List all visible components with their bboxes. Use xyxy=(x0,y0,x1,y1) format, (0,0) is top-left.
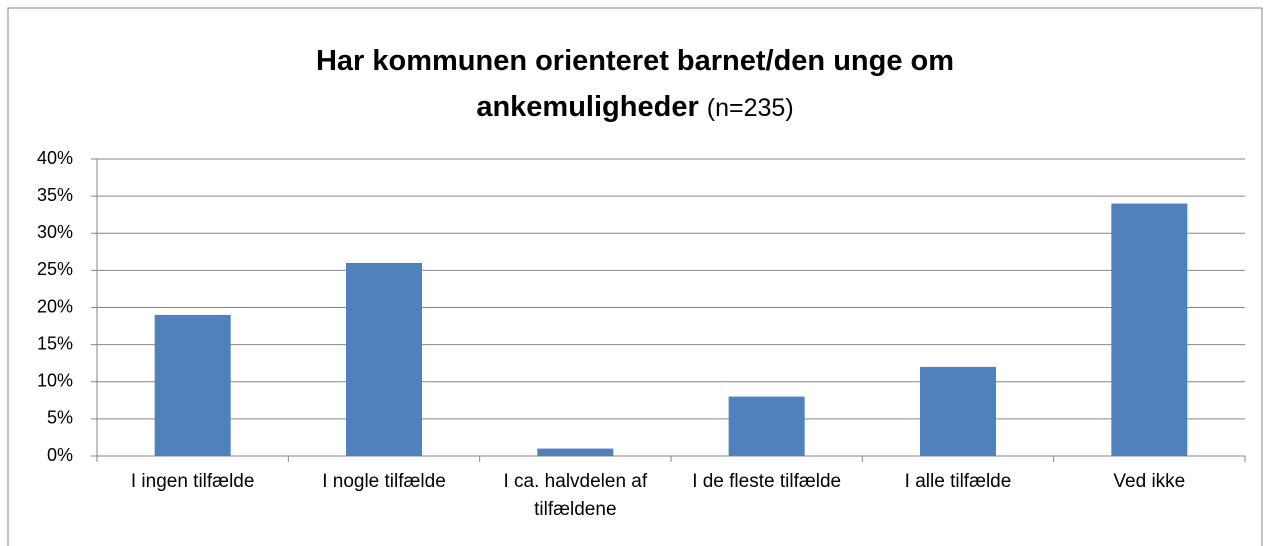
chart-subtitle: (n=235) xyxy=(706,94,794,122)
y-tick-label: 0% xyxy=(47,445,73,465)
x-tick-label: I ingen tilfælde xyxy=(130,471,255,492)
bar xyxy=(920,366,996,456)
y-tick-label: 40% xyxy=(37,148,73,168)
x-tick-label: Ved ikke xyxy=(1113,471,1186,492)
y-tick-label: 15% xyxy=(37,333,73,353)
x-tick-label: I alle tilfælde xyxy=(904,471,1012,492)
y-tick-label: 35% xyxy=(37,185,73,205)
y-tick-label: 10% xyxy=(37,371,73,391)
y-tick-label: 20% xyxy=(37,296,73,316)
y-tick-label: 25% xyxy=(37,259,73,279)
chart-border xyxy=(7,7,1263,546)
bar xyxy=(1111,203,1188,456)
bar xyxy=(728,396,805,456)
x-tick-label: I ca. halvdelen af tilfældene xyxy=(503,471,648,520)
bar xyxy=(537,448,614,456)
chart-title: Har kommunen orienteret barnet/den unge … xyxy=(315,45,955,123)
x-tick-label: I nogle tilfælde xyxy=(322,471,446,492)
x-tick-label: I de fleste tilfælde xyxy=(692,471,842,492)
y-tick-label: 5% xyxy=(47,408,73,428)
bar xyxy=(154,314,231,456)
title-block: Har kommunen orienteret barnet/den unge … xyxy=(205,38,1065,131)
bar xyxy=(346,262,422,456)
y-tick-label: 30% xyxy=(37,222,73,242)
